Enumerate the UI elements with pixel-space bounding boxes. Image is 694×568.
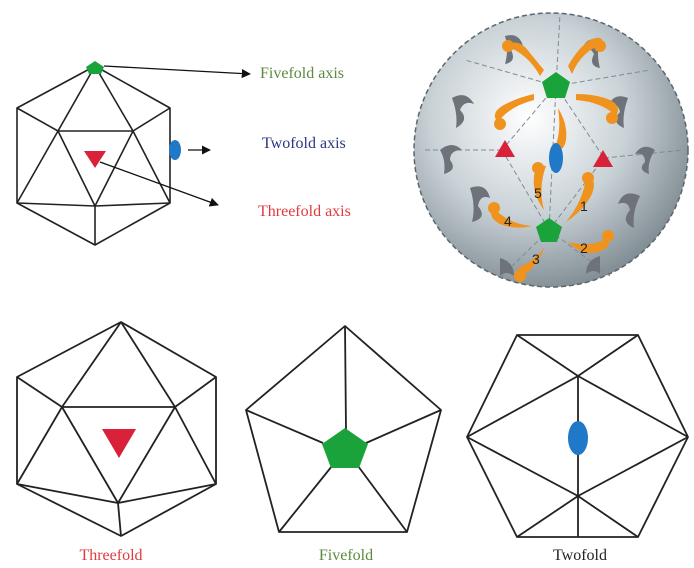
fivefold-pentagon-icon — [322, 428, 368, 468]
twofold-ellipse-icon — [568, 421, 588, 455]
top-icosahedron — [16, 65, 171, 246]
sphere-threefold-triangle-icon — [495, 140, 515, 157]
sphere-fivefold-pentagon-icon — [536, 218, 562, 242]
fivefold-caption: Fivefold — [319, 547, 373, 564]
subunit-number: 3 — [532, 251, 540, 267]
axis-arrows — [99, 65, 251, 207]
sphere-fivefold-pentagon-icon — [542, 72, 570, 98]
fivefold-arrow — [103, 65, 251, 79]
twofold-caption: Twofold — [553, 547, 607, 564]
sphere-twofold-ellipse-icon — [549, 143, 563, 173]
fivefold-axis-pentagon-icon — [86, 61, 104, 74]
threefold-axis-triangle-icon — [84, 151, 106, 168]
sphere-threefold-triangle-icon — [593, 150, 613, 167]
fivefold-view-pentagon — [245, 325, 442, 533]
orange-subunits-bottom — [488, 162, 614, 282]
threefold-axis-label: Threefold axis — [258, 203, 351, 220]
twofold-axis-ellipse-icon — [169, 140, 181, 160]
subunit-number: 1 — [580, 198, 588, 214]
twofold-view-hexagon — [466, 334, 689, 538]
threefold-triangle-icon — [102, 429, 136, 458]
threefold-caption: Threefold — [79, 547, 142, 564]
orange-subunits-top — [494, 37, 618, 151]
subunit-number: 2 — [580, 240, 588, 256]
twofold-axis-label: Twofold axis — [262, 135, 346, 152]
fivefold-axis-label: Fivefold axis — [260, 65, 344, 82]
subunit-number: 5 — [534, 185, 542, 201]
threefold-view-icosahedron — [16, 321, 217, 537]
threefold-arrow — [99, 161, 219, 207]
capsid-sphere: 1 2 3 4 5 — [413, 12, 689, 288]
subunit-number: 4 — [504, 213, 512, 229]
